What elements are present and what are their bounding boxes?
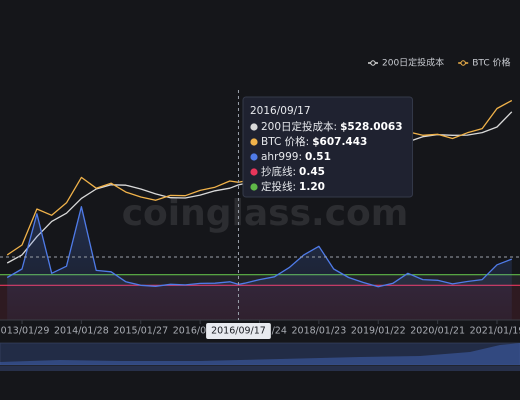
- tooltip-value: 0.45: [299, 166, 325, 178]
- legend-dot: [460, 60, 466, 66]
- x-tick-label: 2013/01/29: [0, 326, 49, 337]
- tooltip-name: ahr999:: [261, 151, 302, 163]
- x-tick-label: 2015/01/27: [113, 326, 168, 337]
- x-tick-label: 2021/01/19: [470, 326, 520, 337]
- watermark: coinglass.com: [122, 193, 409, 234]
- tooltip-name: 200日定投成本:: [261, 120, 337, 133]
- crosshair-label-box: [206, 323, 271, 339]
- tooltip-name: 抄底线:: [261, 165, 296, 178]
- x-tick-label: 2016/01/26: [173, 326, 228, 337]
- series-line: [6, 206, 513, 288]
- slider-bar[interactable]: [0, 366, 520, 371]
- legend-label: 200日定投成本: [382, 57, 444, 69]
- tooltip-value: $607.443: [312, 136, 367, 148]
- legend-dot: [370, 60, 376, 66]
- tooltip-name: BTC 价格:: [261, 135, 309, 148]
- crosshair: 2016/09/17: [0, 90, 520, 339]
- zoom-slider: [0, 342, 520, 371]
- tooltip-dot: [250, 123, 258, 131]
- tooltip-box: [242, 96, 414, 198]
- tooltip: 2016/09/17 200日定投成本: $528.0063 BTC 价格: $607.…: [242, 96, 414, 198]
- x-tick-label: 2019/01/22: [351, 326, 406, 337]
- tooltip-value: 0.51: [305, 151, 331, 163]
- slider-preview: [0, 343, 520, 365]
- crosshair-label: 2016/09/17: [211, 326, 266, 337]
- legend-label: BTC 价格: [472, 57, 510, 69]
- ahr-area: [7, 206, 512, 320]
- tooltip-dot: [250, 153, 258, 161]
- tooltip-value: $528.0063: [340, 121, 402, 133]
- x-tick-label: 2014/01/28: [54, 326, 109, 337]
- tooltip-dot: [250, 168, 258, 176]
- tooltip-dot: [250, 138, 258, 146]
- x-tick-label: 2020/01/21: [410, 326, 465, 337]
- tooltip-date: 2016/09/17: [250, 105, 311, 117]
- tooltip-name: 定投线:: [261, 180, 296, 193]
- slider-window[interactable]: [0, 343, 520, 365]
- tooltip-value: 1.20: [299, 181, 325, 193]
- tooltip-dot: [250, 183, 258, 191]
- x-tick-label: 2018/01/23: [292, 326, 347, 337]
